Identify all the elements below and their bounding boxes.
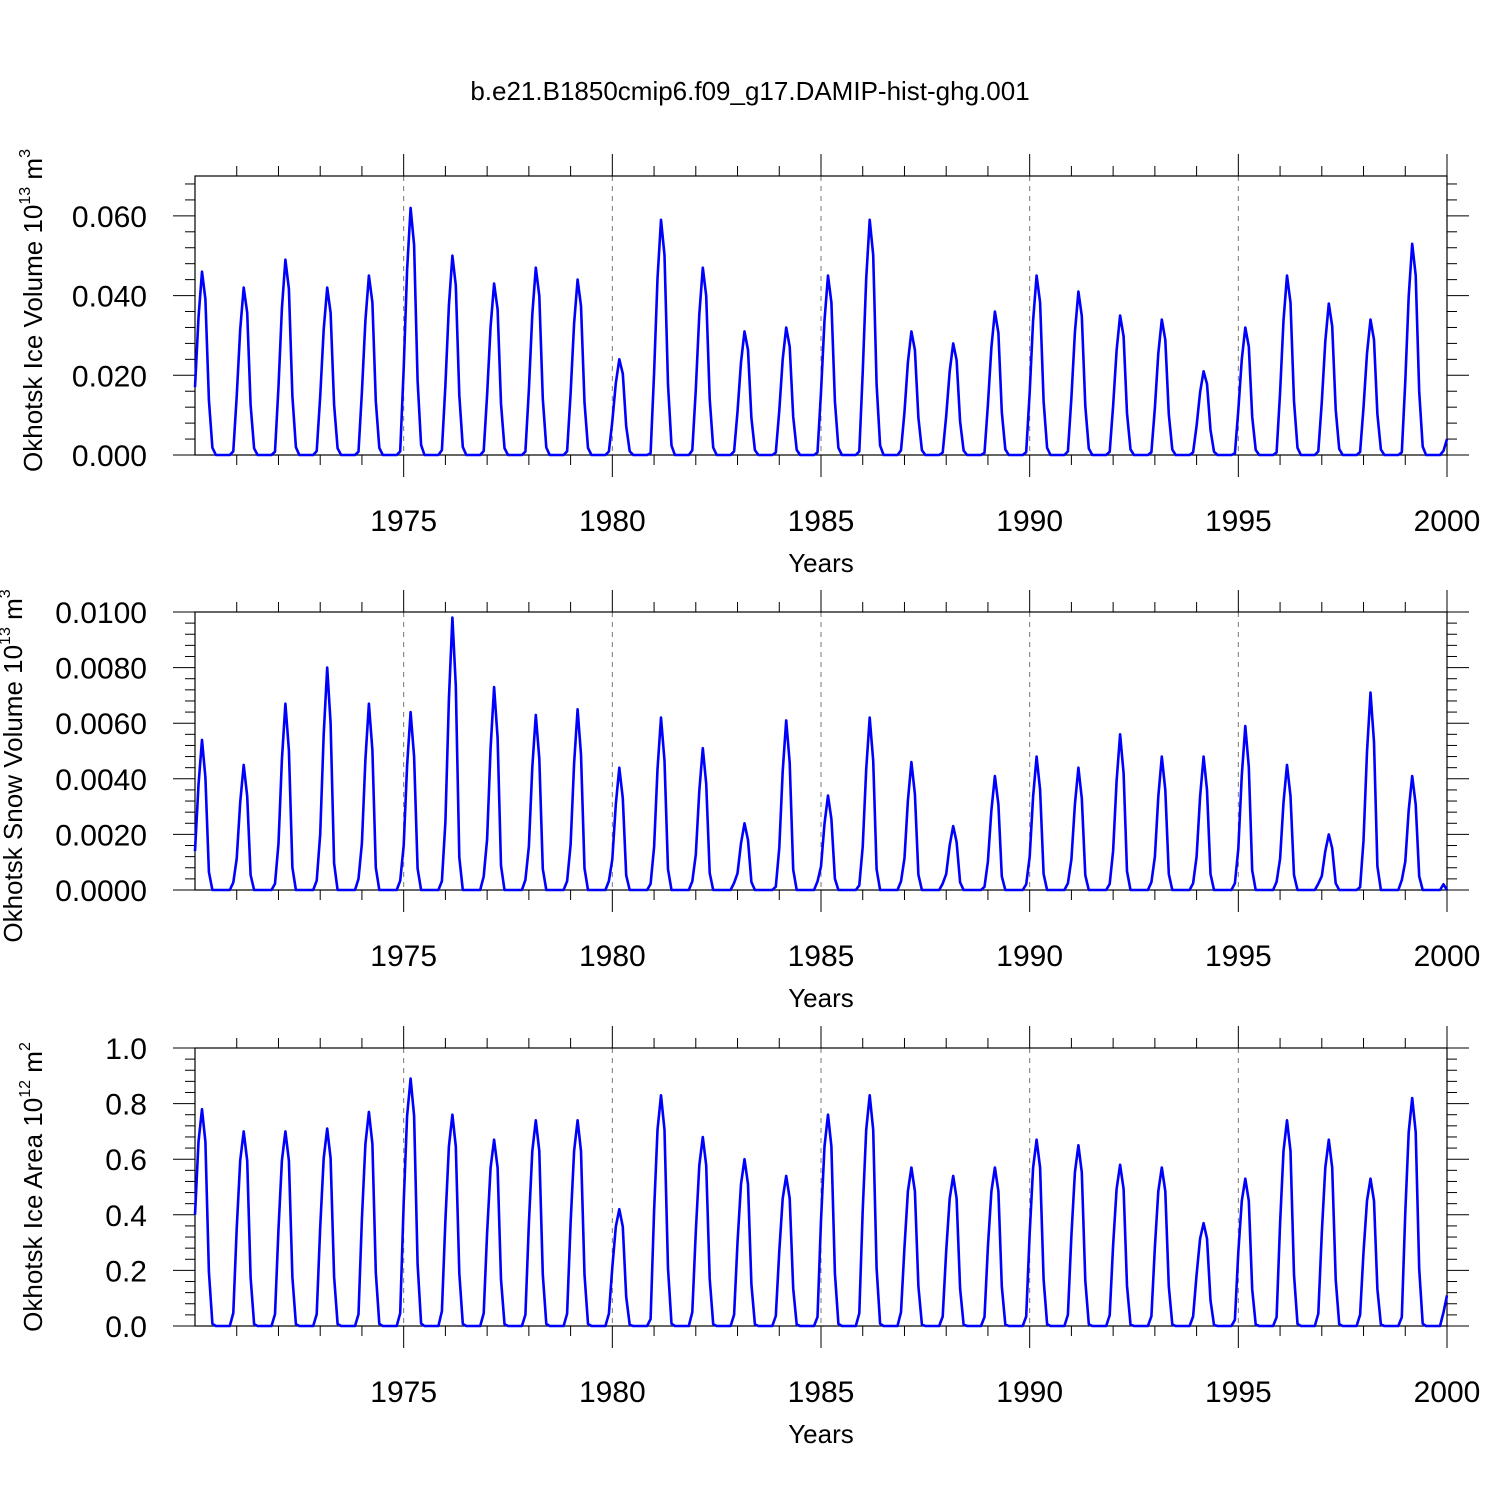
y-tick-label: 0.6	[105, 1144, 147, 1177]
y-axis-label: Okhotsk Snow Volume 1013 m3	[0, 589, 28, 942]
x-tick-label: 1980	[579, 940, 646, 973]
x-axis-label: Years	[788, 983, 854, 1013]
y-tick-label: 0.0100	[55, 597, 147, 630]
series-line-snow-volume	[193, 616, 1449, 892]
series-line-ice-volume	[193, 206, 1449, 457]
x-axis-label: Years	[788, 1419, 854, 1449]
panel-ice-volume: 0.000 0.020 0.040 0.060 1975 1980 1985 1990 1995…	[17, 149, 1480, 578]
y-tick-label: 0.0040	[55, 764, 147, 797]
x-tick-label: 1975	[370, 940, 437, 973]
x-tick-label: 1990	[996, 940, 1063, 973]
x-tick-label: 1980	[579, 505, 646, 538]
y-tick-label: 0.0000	[55, 875, 147, 908]
panel-ice-area: 0.0 0.2 0.4 0.6 0.8 1.0 1975 1980 1985 1990 1995 20…	[17, 1026, 1480, 1449]
chart-title: b.e21.B1850cmip6.f09_g17.DAMIP-hist-ghg.…	[470, 76, 1029, 106]
x-axis-label: Years	[788, 548, 854, 578]
y-tick-label: 0.0080	[55, 653, 147, 686]
y-tick-label: 0.020	[72, 360, 147, 393]
x-tick-label: 1985	[788, 1376, 855, 1409]
y-tick-label: 0.0020	[55, 819, 147, 852]
y-tick-label: 0.2	[105, 1255, 147, 1288]
x-tick-label: 2000	[1414, 1376, 1481, 1409]
x-tick-label: 1995	[1205, 940, 1272, 973]
x-tick-label: 1995	[1205, 505, 1272, 538]
y-tick-label: 0.8	[105, 1089, 147, 1122]
y-tick-label: 0.000	[72, 440, 147, 473]
x-tick-label: 1975	[370, 1376, 437, 1409]
x-tick-label: 1980	[579, 1376, 646, 1409]
panel-snow-volume: 0.0000 0.0020 0.0040 0.0060 0.0080 0.0100 1975…	[0, 589, 1480, 1013]
x-tick-label: 1975	[370, 505, 437, 538]
y-tick-label: 0.060	[72, 201, 147, 234]
x-tick-label: 2000	[1414, 505, 1481, 538]
y-tick-label: 0.4	[105, 1200, 147, 1233]
plot-frame	[194, 1047, 1448, 1327]
plot-frame	[194, 175, 1448, 456]
x-tick-label: 1995	[1205, 1376, 1272, 1409]
x-tick-label: 1990	[996, 1376, 1063, 1409]
y-tick-label: 0.040	[72, 281, 147, 314]
y-tick-label: 0.0	[105, 1311, 147, 1344]
series-line-ice-area	[193, 1077, 1449, 1328]
x-tick-label: 1985	[788, 940, 855, 973]
y-axis-label: Okhotsk Ice Area 1012 m2	[17, 1042, 48, 1332]
x-tick-label: 1985	[788, 505, 855, 538]
x-tick-label: 2000	[1414, 940, 1481, 973]
y-tick-label: 1.0	[105, 1033, 147, 1066]
x-tick-label: 1990	[996, 505, 1063, 538]
plot-frame	[194, 611, 1448, 891]
y-tick-label: 0.0060	[55, 708, 147, 741]
y-axis-label: Okhotsk Ice Volume 1013 m3	[17, 149, 48, 472]
